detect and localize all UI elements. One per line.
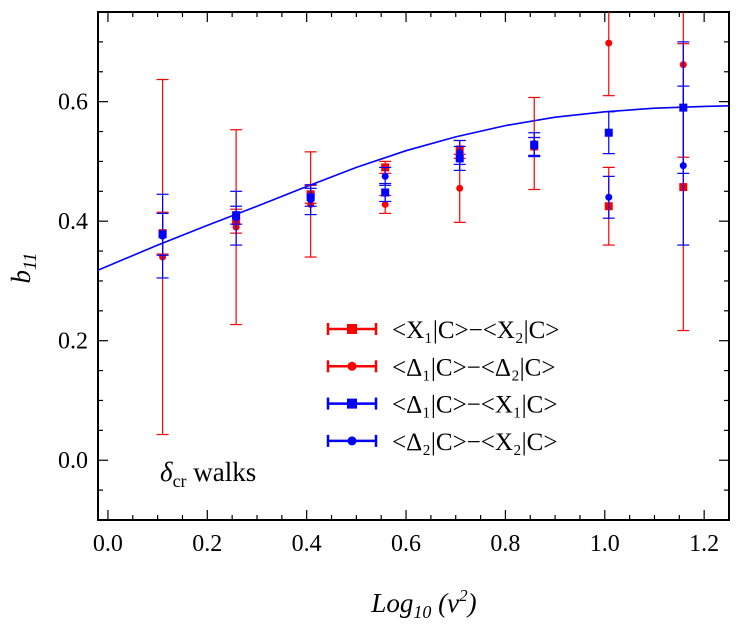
legend-entry-4: <Δ₂|C>−<X₂|C> [326, 429, 557, 456]
data-point [456, 184, 464, 192]
data-point [381, 172, 389, 180]
legend-label: <X₁|C>−<X₂|C> [392, 317, 559, 344]
data-point [307, 196, 315, 204]
x-tick-label: 0.4 [292, 531, 322, 557]
data-point [159, 232, 167, 240]
legend-marker [347, 361, 357, 371]
fit-curve-line [97, 105, 730, 271]
x-axis-label: Log10 (ν2) [370, 586, 476, 622]
data-point [605, 193, 613, 201]
legend-label: <Δ₁|C>−<Δ₂|C> [392, 354, 555, 381]
data-marks-layer [156, 12, 690, 436]
legend: <X₁|C>−<X₂|C> <Δ₁|C>−<Δ₂|C> <Δ₁|C>−<X₁|C> <… [326, 317, 559, 456]
x-tick-label: 0.8 [490, 531, 520, 557]
y-tick-label: 0.0 [58, 448, 88, 474]
x-tick-label: 0.0 [93, 531, 123, 557]
y-tick-label: 0.4 [58, 209, 88, 235]
data-point [381, 188, 390, 197]
data-point [604, 128, 613, 137]
legend-marker [347, 436, 357, 446]
y-tick-label: 0.2 [58, 329, 88, 355]
ticks-layer: 0.0 0.2 0.4 0.6 0.8 1.0 1.2 0.0 0.2 0.4 0.6 [58, 11, 730, 557]
legend-marker [347, 398, 357, 409]
data-point [381, 200, 389, 208]
fit-curve-layer [97, 105, 730, 271]
data-point [605, 39, 613, 47]
legend-entry-2: <Δ₁|C>−<Δ₂|C> [326, 354, 555, 381]
legend-marker [347, 324, 357, 334]
series-4 [156, 85, 690, 279]
x-tick-label: 1.0 [590, 531, 620, 557]
plot-frame [97, 11, 730, 521]
delta-cr-walks-annotation: δcr walks [160, 457, 256, 491]
data-point [679, 162, 687, 170]
plot-border [97, 11, 730, 521]
legend-entry-3: <Δ₁|C>−<X₁|C> [326, 392, 557, 419]
data-point [456, 148, 464, 156]
legend-label: <Δ₂|C>−<X₂|C> [392, 429, 557, 456]
x-tick-label: 1.2 [689, 531, 719, 557]
data-point [530, 142, 538, 150]
x-tick-label: 0.6 [391, 531, 421, 557]
data-point [232, 214, 240, 222]
x-tick-label: 0.2 [192, 531, 222, 557]
y-axis-label: b11 [6, 252, 41, 283]
legend-entry-1: <X₁|C>−<X₂|C> [326, 317, 559, 344]
y-tick-label: 0.6 [58, 90, 88, 116]
legend-label: <Δ₁|C>−<X₁|C> [392, 392, 557, 419]
